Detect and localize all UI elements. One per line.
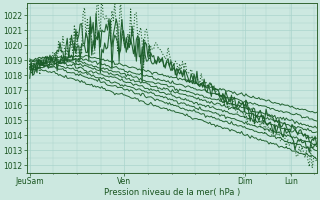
X-axis label: Pression niveau de la mer( hPa ): Pression niveau de la mer( hPa ) xyxy=(104,188,240,197)
